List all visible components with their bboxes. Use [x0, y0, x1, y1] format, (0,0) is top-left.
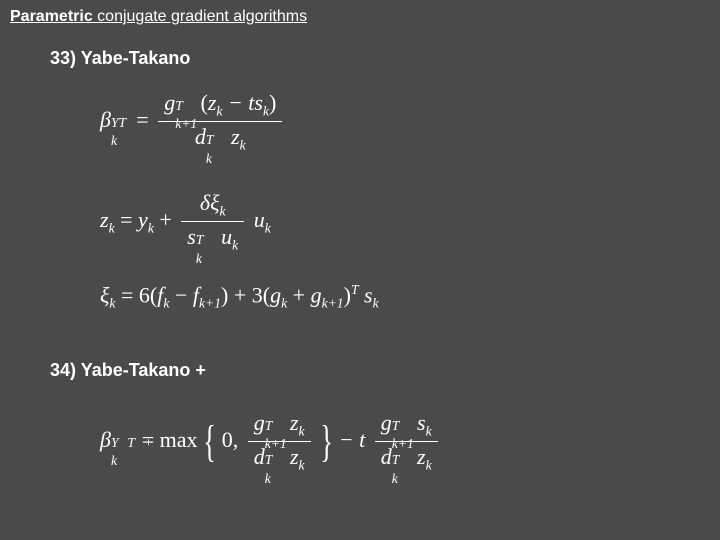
formula-z: zk = yk + δξk sTk uk uk — [100, 190, 271, 254]
title-rest: conjugate gradient algorithms — [93, 8, 307, 25]
formula-xi: ξk = 6(fk − fk+1) + 3(gk + gk+1)T sk — [100, 282, 379, 312]
formula-beta-ytplus: βYT+k = max { 0, gTk+1 zk dTk zk } − t g… — [100, 410, 442, 474]
title-prefix: Parametric — [10, 8, 93, 25]
slide-title: Parametric conjugate gradient algorithms — [10, 8, 307, 26]
formula-beta-yt: βYTk = gTk+1 (zk − tsk) dTk zk — [100, 90, 286, 154]
heading-34: 34) Yabe-Takano + — [50, 360, 206, 381]
heading-33: 33) Yabe-Takano — [50, 48, 190, 69]
